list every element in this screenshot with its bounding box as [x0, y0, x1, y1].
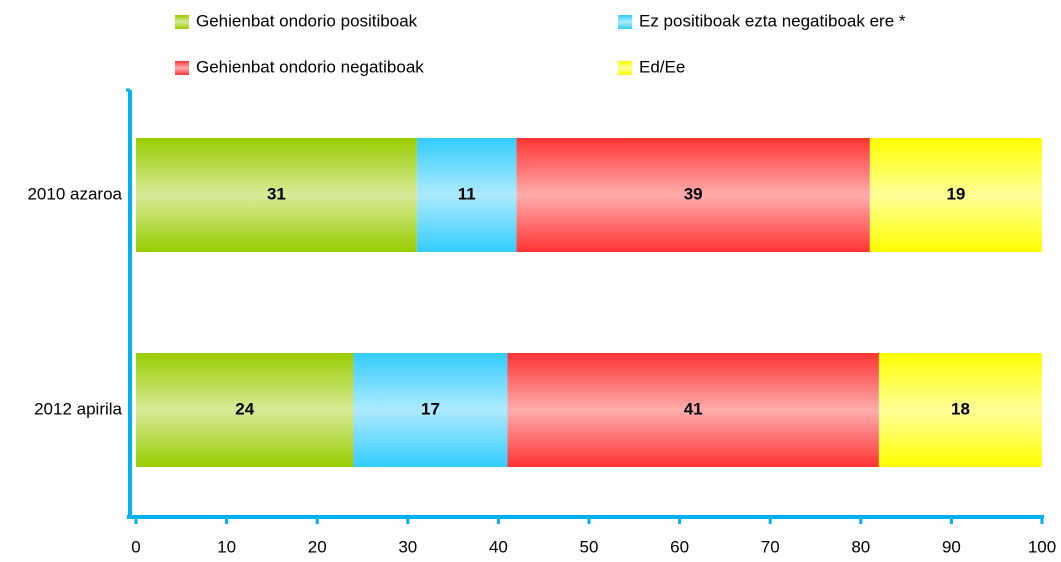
x-tick-label: 0 — [131, 537, 140, 556]
x-tick-label: 90 — [942, 537, 961, 556]
legend-swatch — [175, 15, 189, 29]
bar-segment — [353, 353, 508, 467]
legend-swatch — [618, 15, 632, 29]
x-tick-label: 10 — [217, 537, 236, 556]
data-label: 19 — [946, 184, 965, 203]
data-label: 31 — [267, 184, 286, 203]
bar-segment — [878, 353, 1042, 467]
data-label: 11 — [458, 184, 476, 203]
bar-segment — [869, 138, 1042, 252]
legend-label: Gehienbat ondorio negatiboak — [196, 57, 424, 76]
x-tick-label: 20 — [308, 537, 327, 556]
x-tick-label: 30 — [398, 537, 417, 556]
legend-label: Ez positiboak ezta negatiboak ere * — [639, 11, 906, 30]
data-label: 41 — [684, 399, 703, 418]
bar-segment — [507, 353, 879, 467]
data-label: 24 — [235, 399, 254, 418]
x-tick-label: 80 — [851, 537, 870, 556]
y-tick-label: 2012 apirila — [34, 399, 122, 418]
x-tick-label: 60 — [670, 537, 689, 556]
data-label: 18 — [951, 399, 970, 418]
x-tick-label: 50 — [580, 537, 599, 556]
bar-segment — [416, 138, 517, 252]
legend-swatch — [618, 61, 632, 75]
legend-swatch — [175, 61, 189, 75]
x-tick-label: 70 — [761, 537, 780, 556]
x-tick-label: 40 — [489, 537, 508, 556]
bar-segment — [516, 138, 870, 252]
legend-label: Gehienbat ondorio positiboak — [196, 11, 418, 30]
data-label: 39 — [684, 184, 703, 203]
legend-label: Ed/Ee — [639, 57, 685, 76]
bar-segment — [136, 138, 417, 252]
bar-segment — [136, 353, 354, 467]
x-tick-label: 100 — [1028, 537, 1056, 556]
data-label: 17 — [421, 399, 440, 418]
y-tick-label: 2010 azaroa — [27, 184, 122, 203]
